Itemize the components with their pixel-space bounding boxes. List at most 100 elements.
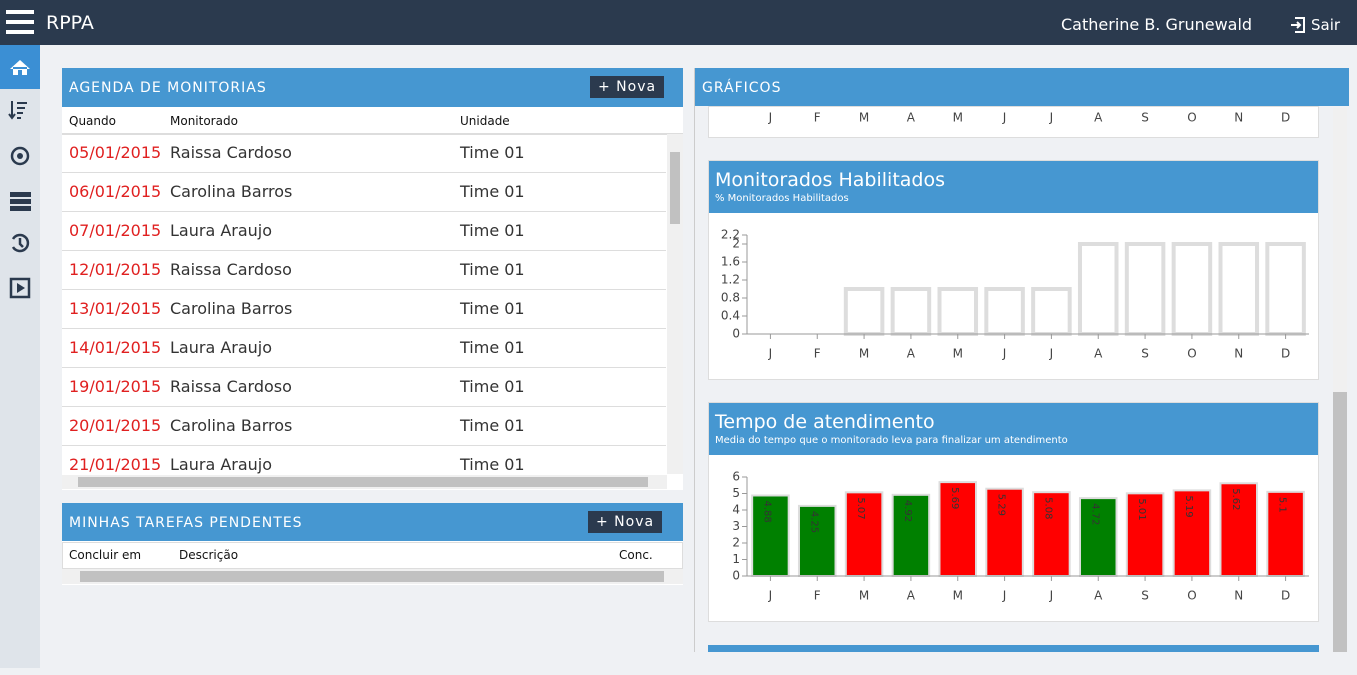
bar (1077, 242, 1119, 336)
x-tick-label: D (1281, 589, 1290, 603)
x-tick-label: J (1049, 347, 1054, 361)
x-tick-label: O (1187, 589, 1196, 603)
y-tick-label: 2.2 (721, 228, 740, 242)
table-row[interactable]: 07/01/2015 Laura Araujo Time 01 (62, 212, 666, 251)
chart: 0 1 2 3 4 5 6 4.88 J 4.25 F 5.07 M 4.92 A 5.69 M 5.29 J 5.0… (732, 470, 1309, 603)
bar (984, 287, 1025, 336)
y-tick-label: 0 (732, 569, 740, 583)
agenda-panel: AGENDA DE MONITORIAS + Nova Quando Monit… (62, 68, 683, 490)
table-row[interactable]: 05/01/2015 Raissa Cardoso Time 01 (62, 134, 666, 173)
chart-card: Monitorados Habilitados % Monitorados Ha… (708, 160, 1319, 380)
chart-subtitle: % Monitorados Habilitados (715, 193, 849, 204)
data-label: 4.88 (761, 500, 772, 522)
bar (890, 287, 932, 336)
table-header: Concluir em Descrição Conc. (62, 542, 683, 569)
h-scrollbar[interactable] (62, 569, 683, 584)
y-tick-label: 2 (732, 536, 740, 550)
bar (1078, 497, 1118, 577)
new-button[interactable]: + Nova (588, 511, 663, 533)
h-scrollbar[interactable] (62, 475, 667, 489)
v-scrollbar[interactable] (667, 134, 683, 474)
x-tick-label: D (1281, 111, 1290, 125)
chart-subtitle: Media do tempo que o monitorado leva par… (715, 435, 1068, 446)
x-tick-label: J (1002, 347, 1007, 361)
top-bar: RPPA Catherine B. Grunewald Sair (0, 0, 1357, 45)
bar (985, 487, 1024, 578)
panel-header: AGENDA DE MONITORIAS + Nova (62, 68, 683, 107)
table-cell: 12/01/2015 (69, 260, 162, 279)
table-cell: Raissa Cardoso (170, 260, 292, 279)
tasks-panel: MINHAS TAREFAS PENDENTES + Nova Concluir… (62, 503, 683, 585)
y-tick-label: 3 (732, 519, 740, 533)
new-button[interactable]: + Nova (590, 76, 665, 98)
x-tick-label: M (953, 111, 963, 125)
x-tick-label: F (814, 589, 821, 603)
table-cell: 21/01/2015 (69, 455, 162, 474)
x-tick-label: J (1049, 589, 1054, 603)
data-label: 5.69 (949, 487, 960, 509)
x-tick-label: A (907, 111, 916, 125)
chart: 0 0.4 0.8 1.2 1.6 22.2 J F M A M J J A S O N D (721, 228, 1309, 361)
panel-title: MINHAS TAREFAS PENDENTES (69, 515, 303, 531)
x-tick-label: N (1234, 111, 1243, 125)
table-cell: Laura Araujo (170, 221, 273, 240)
nav-icons (8, 60, 31, 299)
user-menu[interactable]: Catherine B. Grunewald (1061, 15, 1253, 34)
table-row[interactable]: 06/01/2015 Carolina Barros Time 01 (62, 173, 666, 212)
column-header: Conc. (619, 548, 653, 562)
table-cell: Time 01 (460, 455, 525, 474)
column-header: Quando (69, 114, 116, 128)
table-cell: Laura Araujo (170, 455, 273, 474)
table-row[interactable]: 12/01/2015 Raissa Cardoso Time 01 (62, 251, 666, 290)
y-tick-label: 1 (732, 552, 740, 566)
x-tick-label: J (1002, 589, 1007, 603)
table-cell: 20/01/2015 (69, 416, 162, 435)
table-body: 05/01/2015 Raissa Cardoso Time 01 06/01/201… (62, 134, 666, 474)
y-tick-label: 0 (732, 327, 740, 341)
data-label: 5.08 (1042, 497, 1053, 519)
bar (751, 494, 790, 577)
x-tick-label: S (1141, 347, 1149, 361)
data-label: 5.01 (1136, 498, 1147, 520)
table-cell: Carolina Barros (170, 416, 293, 435)
data-label: 5.07 (855, 497, 866, 519)
x-tick-label: J (1002, 111, 1007, 125)
table-cell: Carolina Barros (170, 299, 293, 318)
y-tick-label: 6 (732, 470, 740, 484)
column-header: Unidade (460, 114, 510, 128)
data-label: 4.72 (1089, 503, 1100, 525)
panel-title: GRÁFICOS (702, 80, 782, 96)
table-cell: 19/01/2015 (69, 377, 162, 396)
data-label: 5.19 (1183, 495, 1194, 517)
table-row[interactable]: 21/01/2015 Laura Araujo Time 01 (62, 446, 666, 474)
bar (891, 493, 931, 577)
table-row[interactable]: 14/01/2015 Laura Araujo Time 01 (62, 329, 666, 368)
x-tick-label: N (1234, 347, 1243, 361)
table-header: Quando Monitorado Unidade (62, 108, 683, 135)
table-row[interactable]: 13/01/2015 Carolina Barros Time 01 (62, 290, 666, 329)
table-cell: Time 01 (460, 377, 525, 396)
x-tick-label: M (859, 347, 869, 361)
x-tick-label: N (1234, 589, 1243, 603)
bar (1265, 242, 1306, 336)
bar (1125, 492, 1165, 577)
x-tick-label: A (1094, 589, 1103, 603)
x-tick-label: A (907, 589, 916, 603)
table-row[interactable]: 19/01/2015 Raissa Cardoso Time 01 (62, 368, 666, 407)
data-label: 5.29 (996, 494, 1007, 516)
table-cell: Time 01 (460, 416, 525, 435)
table-cell: 05/01/2015 (69, 143, 162, 162)
bar (1171, 242, 1213, 336)
bar (1218, 242, 1260, 336)
table-cell: Time 01 (460, 260, 525, 279)
table-cell: Raissa Cardoso (170, 377, 292, 396)
table-cell: Time 01 (460, 221, 525, 240)
v-scrollbar[interactable] (1333, 108, 1347, 652)
charts-panel: GRÁFICOS J F M A M J J A S O N D Monitorados Habili… (694, 68, 1349, 652)
logout[interactable]: Sair (1311, 16, 1341, 34)
menu-icon[interactable] (6, 10, 34, 34)
bar (844, 491, 884, 577)
table-row[interactable]: 20/01/2015 Carolina Barros Time 01 (62, 407, 666, 446)
bar (1219, 482, 1259, 578)
